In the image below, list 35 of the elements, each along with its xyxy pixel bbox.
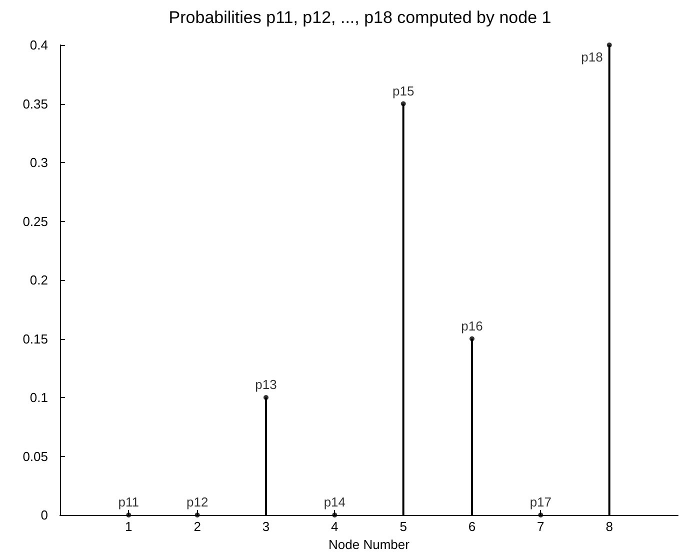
point: [538, 512, 544, 518]
data-label: p15: [392, 83, 414, 98]
point: [606, 42, 612, 48]
y-tick-label: 0.05: [22, 448, 48, 464]
y-tick-label: 0.35: [22, 96, 48, 112]
x-tick-label: 3: [262, 519, 270, 534]
y-tick-label: 0: [40, 508, 48, 522]
x-tick-label: 1: [125, 519, 132, 534]
point: [264, 395, 268, 400]
data-label: p12: [186, 494, 208, 510]
x-tick-label: 4: [331, 519, 338, 534]
x-tick-label: 7: [537, 519, 544, 534]
point: [126, 512, 132, 518]
y-tick-label: 0.25: [22, 214, 48, 229]
point: [332, 512, 338, 518]
x-tick-label: 6: [468, 519, 476, 534]
x-axis-title: Node Number: [328, 536, 410, 552]
data-label: p18: [581, 50, 603, 64]
y-tick-label: 0.1: [30, 390, 48, 405]
x-tick-label: 8: [606, 519, 613, 534]
y-tick-label: 0.2: [30, 272, 48, 288]
data-label: p14: [324, 494, 346, 510]
point: [470, 336, 474, 342]
x-tick-label: 5: [400, 519, 407, 534]
chart-title: Probabilities p11, p12, ..., p18 computed by node 1: [168, 8, 552, 27]
data-label: p17: [530, 494, 552, 510]
point: [400, 101, 406, 106]
y-tick-label: 0.15: [22, 331, 48, 346]
y-tick-label: 0.4: [30, 38, 48, 52]
data-label: p16: [461, 318, 483, 334]
data-label: p11: [118, 494, 140, 510]
x-tick-label: 2: [194, 519, 201, 534]
point: [194, 512, 200, 518]
y-tick-label: 0.3: [30, 155, 48, 170]
data-label: p13: [255, 377, 277, 392]
